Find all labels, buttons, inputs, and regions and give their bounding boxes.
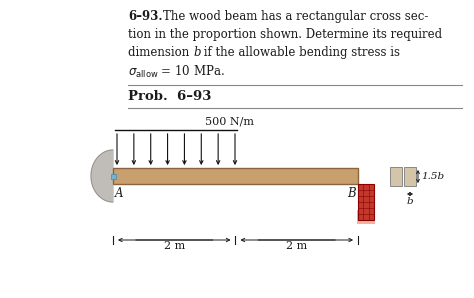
- Bar: [358, 184, 374, 220]
- Text: A: A: [115, 187, 124, 200]
- Text: dimension: dimension: [128, 46, 193, 59]
- Text: tion in the proportion shown. Determine its required: tion in the proportion shown. Determine …: [128, 28, 442, 41]
- Text: B: B: [347, 187, 356, 200]
- Text: if the allowable bending stress is: if the allowable bending stress is: [200, 46, 400, 59]
- Text: Prob.  6–93: Prob. 6–93: [128, 90, 211, 103]
- Text: 6–93.: 6–93.: [128, 10, 163, 23]
- Bar: [404, 167, 416, 186]
- Text: 500 N/m: 500 N/m: [206, 117, 255, 127]
- Text: 1.5b: 1.5b: [421, 172, 444, 181]
- Text: The wood beam has a rectangular cross sec-: The wood beam has a rectangular cross se…: [163, 10, 428, 23]
- Bar: [390, 167, 402, 186]
- Bar: [111, 173, 116, 179]
- Bar: [113, 168, 358, 184]
- Text: b: b: [194, 46, 201, 59]
- Text: $\sigma_\mathrm{allow}$ = 10 MPa.: $\sigma_\mathrm{allow}$ = 10 MPa.: [128, 64, 225, 80]
- Polygon shape: [91, 150, 113, 202]
- Text: 2 m: 2 m: [164, 241, 185, 251]
- Text: b: b: [407, 197, 413, 206]
- Text: 2 m: 2 m: [286, 241, 307, 251]
- Bar: [357, 210, 375, 224]
